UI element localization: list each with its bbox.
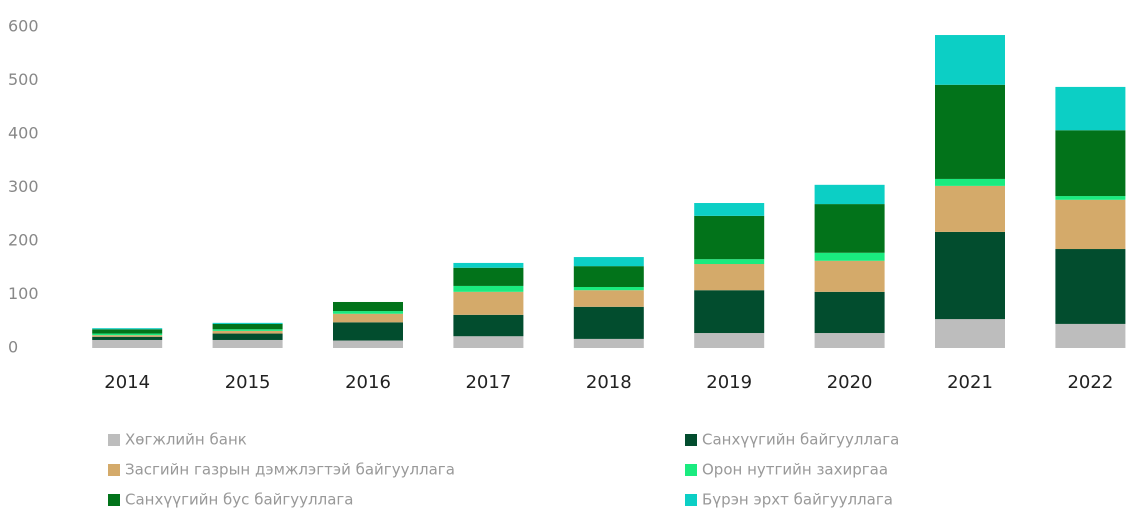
legend-swatch — [685, 464, 697, 476]
legend-swatch — [108, 494, 120, 506]
bar-segment — [453, 336, 524, 348]
y-tick-label: 600 — [8, 17, 39, 36]
bar-segment — [694, 333, 765, 348]
bar-segment — [814, 204, 885, 253]
x-tick-label: 2022 — [1067, 372, 1113, 393]
legend-swatch — [685, 434, 697, 446]
bar-segment — [453, 314, 524, 337]
bar-segment — [92, 329, 163, 334]
bar-segment — [92, 328, 163, 330]
bar-segment — [1055, 86, 1126, 131]
bar-segment — [333, 311, 403, 314]
bar-segment — [333, 301, 403, 312]
bar-segment — [92, 336, 163, 340]
legend-swatch — [108, 434, 120, 446]
bar-segment — [935, 35, 1005, 85]
bar-segment — [212, 322, 283, 324]
bar-segment — [92, 333, 163, 336]
y-tick-label: 400 — [8, 124, 39, 143]
bar-segment — [1055, 130, 1126, 197]
bar-segment — [212, 329, 283, 331]
x-tick-label: 2019 — [706, 372, 752, 393]
bar-segment — [694, 215, 765, 260]
y-tick-label: 100 — [8, 284, 39, 303]
bar-segment — [935, 319, 1005, 348]
bar-segment — [935, 185, 1005, 232]
x-tick-label: 2017 — [465, 372, 511, 393]
bar-segment — [212, 330, 283, 334]
y-tick-label: 500 — [8, 70, 39, 89]
bar-segment — [453, 285, 524, 292]
bar-segment — [935, 231, 1005, 320]
bar-segment — [333, 313, 403, 323]
bar-segment — [573, 290, 644, 307]
y-tick-label: 300 — [8, 177, 39, 196]
legend-label: Бүрэн эрхт байгууллага — [702, 491, 893, 509]
bar-segment — [814, 291, 885, 334]
x-tick-label: 2020 — [827, 372, 873, 393]
bar-segment — [694, 290, 765, 334]
bar-segment — [333, 340, 403, 348]
x-tick-label: 2018 — [586, 372, 632, 393]
bar-segment — [694, 203, 765, 216]
bar-segment — [573, 338, 644, 348]
bar-segment — [1055, 249, 1126, 324]
y-tick-label: 0 — [8, 338, 18, 357]
bar-segment — [935, 178, 1005, 186]
bar-segment — [212, 333, 283, 340]
bar-segment — [453, 262, 524, 268]
legend-label: Санхүүгийн бус байгууллага — [125, 491, 353, 509]
bar-segment — [935, 84, 1005, 179]
legend-label: Орон нутгийн захиргаа — [702, 461, 888, 479]
bar-segment — [333, 322, 403, 341]
legend-label: Хөгжлийн банк — [125, 431, 247, 449]
legend-label: Засгийн газрын дэмжлэгтэй байгууллага — [125, 461, 455, 479]
bar-segment — [694, 264, 765, 291]
bar-segment — [694, 259, 765, 265]
bar-segment — [573, 306, 644, 339]
x-tick-label: 2014 — [104, 372, 150, 393]
bar-segment — [573, 266, 644, 288]
bar-segment — [573, 257, 644, 267]
bar-segment — [1055, 196, 1126, 200]
legend-swatch — [685, 494, 697, 506]
bar-segment — [92, 339, 163, 348]
bar-segment — [814, 333, 885, 348]
x-tick-label: 2021 — [947, 372, 993, 393]
x-tick-label: 2015 — [225, 372, 271, 393]
y-tick-label: 200 — [8, 231, 39, 250]
bar-segment — [1055, 199, 1126, 250]
bar-segment — [453, 291, 524, 315]
bar-segment — [573, 287, 644, 291]
legend-label: Санхүүгийн байгууллага — [702, 431, 899, 449]
bar-segment — [453, 267, 524, 286]
bar-segment — [92, 335, 163, 337]
bar-segment — [814, 252, 885, 261]
bar-segment — [1055, 323, 1126, 348]
bar-segment — [212, 323, 283, 330]
legend-swatch — [108, 464, 120, 476]
x-tick-label: 2016 — [345, 372, 391, 393]
bar-segment — [814, 260, 885, 292]
bar-segment — [212, 339, 283, 348]
bar-segment — [814, 184, 885, 205]
